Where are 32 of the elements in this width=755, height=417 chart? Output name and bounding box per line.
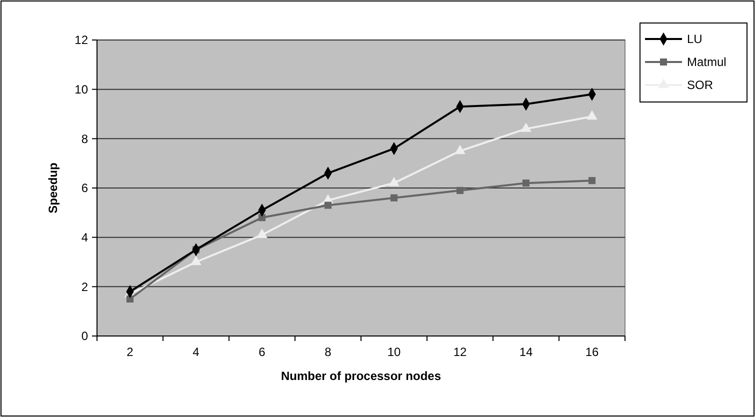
- legend-label: Matmul: [687, 55, 726, 70]
- point: [256, 228, 268, 238]
- x-tick-label: 14: [519, 345, 533, 359]
- x-tick-label: 4: [192, 345, 200, 359]
- y-tick-label: 4: [81, 230, 88, 245]
- x-tick-label: 12: [453, 345, 467, 359]
- point: [190, 256, 202, 266]
- legend-label: LU: [687, 32, 702, 46]
- y-tick-label: 2: [81, 280, 88, 294]
- point: [126, 295, 134, 303]
- x-tick-label: 10: [387, 345, 401, 359]
- x-tick-label: 6: [258, 345, 266, 359]
- point: [588, 177, 596, 184]
- y-tick-label: 12: [74, 33, 88, 48]
- y-axis-title: Speedup: [46, 162, 60, 214]
- point: [522, 180, 530, 187]
- y-tick-label: 6: [81, 181, 88, 196]
- point: [586, 110, 598, 120]
- y-tick-label: 0: [81, 329, 88, 344]
- x-tick-label: 16: [585, 345, 599, 359]
- y-tick-label: 8: [81, 132, 88, 146]
- x-tick-label: 2: [126, 345, 134, 359]
- point: [454, 144, 466, 154]
- x-tick-label: 8: [324, 345, 332, 359]
- legend-label: SOR: [687, 78, 714, 92]
- y-tick-label: 10: [74, 82, 88, 97]
- point: [390, 194, 398, 202]
- point: [520, 122, 532, 132]
- point: [388, 176, 400, 186]
- point: [456, 186, 464, 194]
- point: [324, 202, 332, 209]
- x-axis-title: Number of processor nodes: [280, 369, 442, 383]
